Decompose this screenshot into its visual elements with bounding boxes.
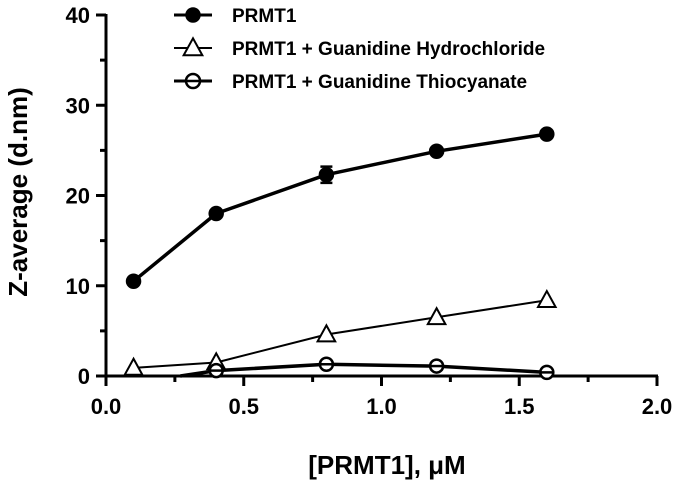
data-point — [428, 358, 445, 374]
y-tick-label: 0 — [78, 364, 90, 389]
series-line — [133, 299, 547, 369]
data-point — [123, 356, 145, 376]
y-axis-title: Z-average (d.nm) — [3, 87, 33, 297]
x-tick-label: 0.0 — [91, 394, 122, 419]
legend: PRMT1 PRMT1 + Guanidine Hydrochloride PRMT… — [174, 6, 545, 93]
series-1 — [125, 126, 555, 289]
legend-label: PRMT1 + Guanidine Hydrochloride — [232, 39, 545, 60]
legend-item: PRMT1 + Guanidine Hydrochloride — [174, 36, 545, 60]
data-point — [426, 306, 448, 326]
data-point — [318, 166, 335, 183]
data-point — [208, 205, 224, 222]
data-point — [185, 7, 201, 23]
data-point — [315, 323, 337, 343]
series-line — [132, 132, 548, 283]
series-group — [123, 126, 558, 381]
y-tick-label: 10 — [66, 274, 90, 299]
data-point — [181, 36, 205, 57]
data-point — [539, 364, 555, 381]
data-point — [184, 72, 202, 90]
legend-item: PRMT1 — [174, 6, 297, 27]
series-2 — [123, 288, 558, 376]
x-tick-label: 1.0 — [366, 394, 397, 419]
y-tick-label: 30 — [66, 93, 90, 118]
data-point — [125, 273, 142, 289]
data-point — [428, 143, 445, 160]
x-axis-title: [PRMT1], μM — [308, 450, 465, 480]
data-point — [536, 288, 558, 309]
y-tick-label: 20 — [66, 184, 90, 209]
x-tick-label: 0.5 — [228, 394, 259, 419]
legend-label: PRMT1 + Guanidine Thiocyanate — [232, 72, 527, 93]
series-line — [180, 362, 547, 378]
axes: 0.0 0.5 1.0 1.5 2.0 0 10 20 30 40 — [66, 3, 673, 419]
series-3 — [180, 356, 555, 381]
data-point — [208, 362, 224, 379]
legend-item: PRMT1 + Guanidine Thiocyanate — [174, 72, 527, 93]
data-point — [539, 126, 555, 142]
legend-label: PRMT1 — [232, 6, 297, 27]
x-tick-label: 1.5 — [504, 394, 535, 419]
y-tick-label: 40 — [66, 3, 90, 28]
x-tick-label: 2.0 — [642, 394, 673, 419]
data-point — [318, 356, 335, 373]
